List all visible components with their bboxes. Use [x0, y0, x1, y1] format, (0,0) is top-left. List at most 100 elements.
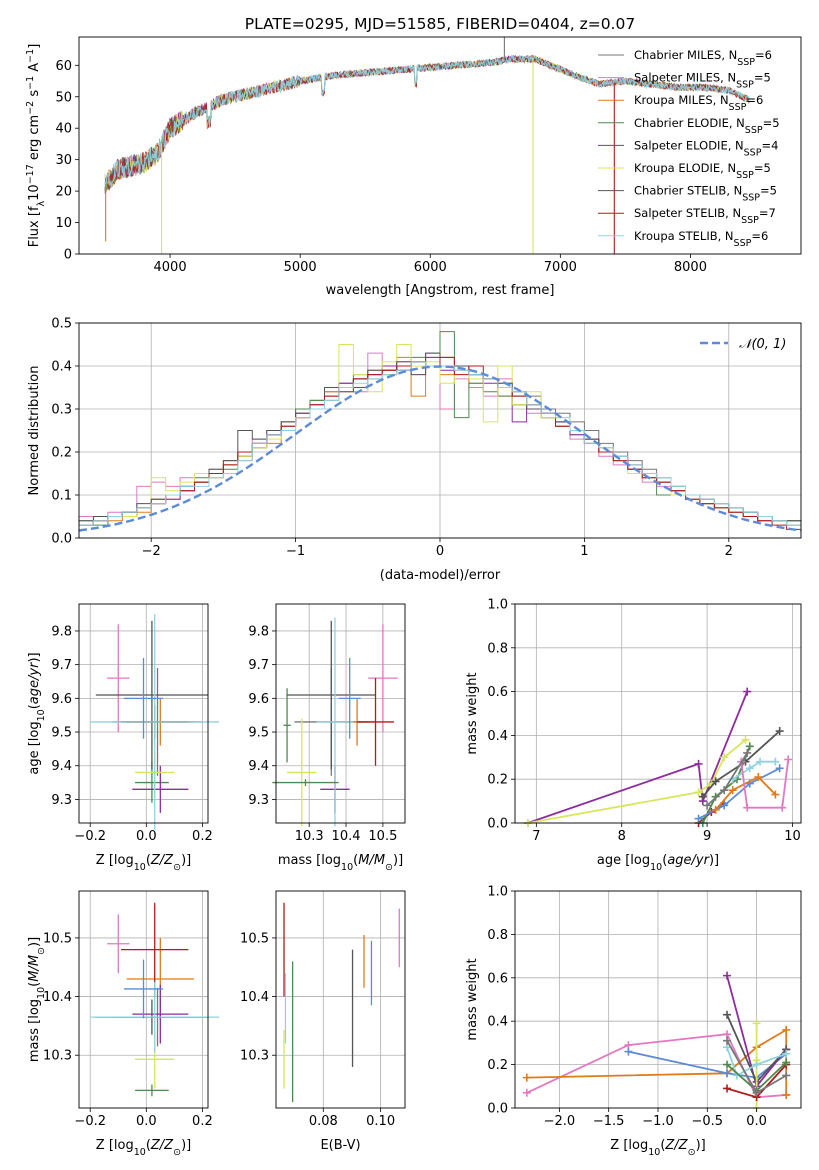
residual-histogram-panel: −2 −1 0 1 2 0.0 0.1 0.2 0.3 0.4 0.5 (data-model)/er… [27, 317, 802, 583]
x-tick-label: 7000 [544, 260, 577, 275]
y-tick-label: 10.3 [240, 1049, 269, 1064]
weight-point-marker [784, 755, 793, 764]
label-part: ⊙ [688, 1147, 696, 1158]
y-tick-label: 10.5 [240, 931, 269, 946]
weight-point-marker [743, 748, 752, 757]
y-tick-label: 10.4 [240, 990, 269, 1005]
y-tick-label: 9.4 [51, 759, 72, 774]
label-part: 10 [648, 1147, 660, 1158]
x-tick-label: −2.0 [544, 1114, 576, 1129]
y-tick-label: 0.8 [487, 928, 508, 943]
axes-frame [275, 603, 406, 824]
label-part: Salpeter STELIB, N [634, 206, 741, 220]
label-part: =6 [746, 93, 763, 107]
label-part: ( [660, 1138, 665, 1153]
legend-entry: Kroupa STELIB, NSSP=6 [634, 229, 768, 249]
histogram-step-line [78, 344, 802, 538]
plot-area [523, 687, 793, 827]
axes-frame [514, 603, 802, 824]
label-part: SSP [729, 102, 747, 113]
label-part: Z/Z [150, 853, 174, 868]
residual-legend: 𝒩(0, 1) [700, 337, 786, 352]
figure-title: PLATE=0295, MJD=51585, FIBERID=0404, z=0… [245, 15, 635, 33]
label-part: mass [log [278, 853, 341, 868]
x-axis-label: wavelength [Angstrom, rest frame] [326, 283, 555, 298]
weight-point-marker [752, 1060, 761, 1069]
label-part: Z [log [610, 1138, 648, 1153]
label-part: −1 [25, 49, 36, 63]
legend-entry: Chabrier STELIB, NSSP=5 [634, 184, 777, 204]
weight-series-line [714, 775, 777, 811]
y-tick-label: 20 [55, 185, 72, 200]
x-tick-label: 1 [580, 544, 588, 559]
y-tick-label: 0.3 [51, 403, 72, 418]
label-part: ⊙ [173, 1147, 181, 1158]
x-tick-label: 0.2 [192, 1114, 213, 1129]
axes-frame [78, 603, 209, 824]
y-axis-label: mass weight [465, 958, 480, 1040]
x-tick-label: 0.0 [746, 1114, 767, 1129]
legend-entry: Kroupa MILES, NSSP=6 [634, 93, 763, 113]
label-part: −2 [25, 101, 36, 115]
y-tick-label: 10.5 [43, 931, 72, 946]
label-part: Salpeter ELODIE, N [634, 138, 744, 152]
y-tick-label: 0 [64, 248, 72, 263]
y-tick-label: 50 [55, 90, 72, 105]
label-part: λ [36, 200, 47, 206]
label-part: ( [662, 853, 667, 868]
x-axis-label: (data-model)/error [380, 568, 501, 583]
ebv-mass-panel: 0.08 0.10 10.3 10.4 10.5 E(B-V) [240, 890, 406, 1153]
weight-point-marker [782, 1090, 791, 1099]
weight-point-marker [624, 1047, 633, 1056]
metallicity-mass-panel: −0.2 0.0 0.210.310.410.5Z [log10(Z/Z⊙)]mas… [27, 890, 220, 1158]
weight-point-marker [694, 814, 703, 823]
label-part: SSP [741, 215, 759, 226]
y-tick-label: 0.4 [51, 360, 72, 375]
normal-distribution-curve [78, 365, 802, 532]
weight-series-line [726, 1046, 787, 1077]
y-axis-label: age [log10(age/yr)] [27, 652, 47, 774]
label-part: Chabrier MILES, N [634, 48, 737, 62]
label-part: SSP [736, 79, 754, 90]
weight-point-marker [723, 1069, 732, 1078]
weight-point-marker [745, 764, 754, 773]
label-part: ( [146, 853, 151, 868]
x-axis-label: Z [log10(Z/Z⊙)] [610, 1138, 705, 1158]
axes-frame [78, 890, 209, 1109]
y-tick-label: 0.2 [487, 773, 508, 788]
label-part: M/M [358, 853, 385, 868]
label-part: Z [log [96, 853, 134, 868]
label-part: ( [146, 1138, 151, 1153]
y-axis-label: Normed distribution [27, 366, 42, 496]
y-tick-label: 9.7 [51, 658, 72, 673]
x-tick-label: 10.4 [332, 829, 361, 844]
spectrum-line-kroupa-stelib [104, 54, 750, 189]
plot-area [272, 617, 398, 827]
weight-point-marker [778, 803, 787, 812]
y-tick-label: 9.4 [248, 759, 269, 774]
x-tick-label: −1 [286, 544, 305, 559]
weight-point-marker [723, 1036, 732, 1045]
y-tick-label: 0.0 [487, 1102, 508, 1117]
label-part: Flux [f [27, 206, 42, 247]
axes-frame [275, 890, 406, 1109]
y-tick-label: 10.3 [43, 1049, 72, 1064]
x-tick-label: 2 [725, 544, 733, 559]
x-tick-label: 5000 [284, 260, 317, 275]
label-part: )] [696, 1138, 706, 1153]
x-axis-label: Z [log10(Z/Z⊙)] [96, 1138, 191, 1158]
y-tick-label: 30 [55, 153, 72, 168]
weight-point-marker [698, 792, 707, 801]
weight-point-marker [754, 773, 763, 782]
x-tick-label: 0.08 [309, 1114, 338, 1129]
weight-point-marker [752, 1088, 761, 1097]
x-tick-label: 8 [618, 829, 626, 844]
label-part: 10 [341, 862, 353, 873]
weight-point-marker [743, 803, 752, 812]
label-part: Salpeter MILES, N [634, 71, 736, 85]
weight-point-marker [728, 786, 737, 795]
plot-area [78, 331, 802, 538]
weight-point-marker [703, 801, 712, 810]
y-tick-label: 9.5 [248, 726, 269, 741]
